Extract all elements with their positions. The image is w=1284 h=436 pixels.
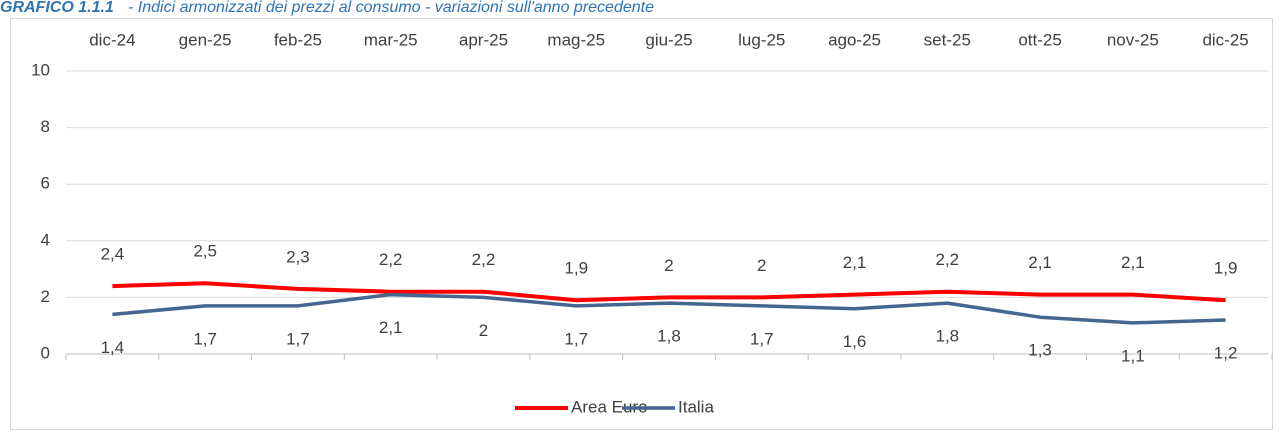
series-line (112, 292, 1226, 325)
series-line (112, 281, 1226, 303)
data-label: 2 (664, 256, 673, 275)
data-label: 1,2 (1214, 344, 1238, 363)
x-tick-label: lug-25 (738, 30, 785, 49)
data-label: 2,2 (472, 250, 496, 269)
x-tick-label: ago-25 (828, 30, 881, 49)
data-label: 1,7 (564, 329, 588, 348)
data-label: 2 (757, 256, 766, 275)
x-tick-label: dic-24 (89, 30, 135, 49)
x-tick-label: feb-25 (274, 30, 322, 49)
y-tick-label: 10 (31, 60, 50, 79)
data-label: 2,2 (935, 250, 959, 269)
y-tick-label: 6 (41, 174, 50, 193)
chart-frame (10, 18, 1273, 430)
data-label: 1,8 (935, 327, 959, 346)
x-tick-label: nov-25 (1107, 30, 1159, 49)
data-label: 2,1 (843, 253, 867, 272)
y-tick-label: 4 (41, 230, 50, 249)
legend-label: Italia (678, 397, 714, 416)
x-tick-label: ott-25 (1018, 30, 1061, 49)
chart-title-label: GRAFICO 1.1.1 (0, 0, 114, 16)
x-tick-label: apr-25 (459, 30, 508, 49)
data-label: 2,1 (1028, 253, 1052, 272)
data-label: 2 (479, 321, 488, 340)
data-label: 2,3 (286, 247, 310, 266)
x-tick-label: mag-25 (547, 30, 605, 49)
data-label: 2,4 (101, 245, 125, 264)
data-label: 1,7 (750, 329, 774, 348)
data-label: 2,1 (1121, 253, 1145, 272)
x-tick-label: set-25 (924, 30, 971, 49)
data-label: 2,2 (379, 250, 403, 269)
data-label: 1,4 (101, 338, 125, 357)
x-tick-label: giu-25 (645, 30, 692, 49)
data-label: 1,7 (286, 329, 310, 348)
data-label: 1,9 (1214, 259, 1238, 278)
x-tick-label: gen-25 (179, 30, 232, 49)
data-label: 1,6 (843, 332, 867, 351)
data-label: 2,1 (379, 318, 403, 337)
data-label: 1,8 (657, 327, 681, 346)
data-label: 1,7 (193, 329, 217, 348)
data-label: 1,9 (564, 259, 588, 278)
y-tick-label: 0 (41, 343, 50, 362)
y-tick-label: 2 (41, 287, 50, 306)
y-tick-label: 8 (41, 117, 50, 136)
legend-label: Area Euro (571, 397, 648, 416)
data-label: 1,3 (1028, 341, 1052, 360)
x-tick-label: dic-25 (1202, 30, 1248, 49)
data-label: 2,5 (193, 242, 217, 261)
chart-title: - Indici armonizzati dei prezzi al consu… (128, 0, 654, 16)
data-label: 1,1 (1121, 346, 1145, 365)
x-tick-label: mar-25 (364, 30, 418, 49)
